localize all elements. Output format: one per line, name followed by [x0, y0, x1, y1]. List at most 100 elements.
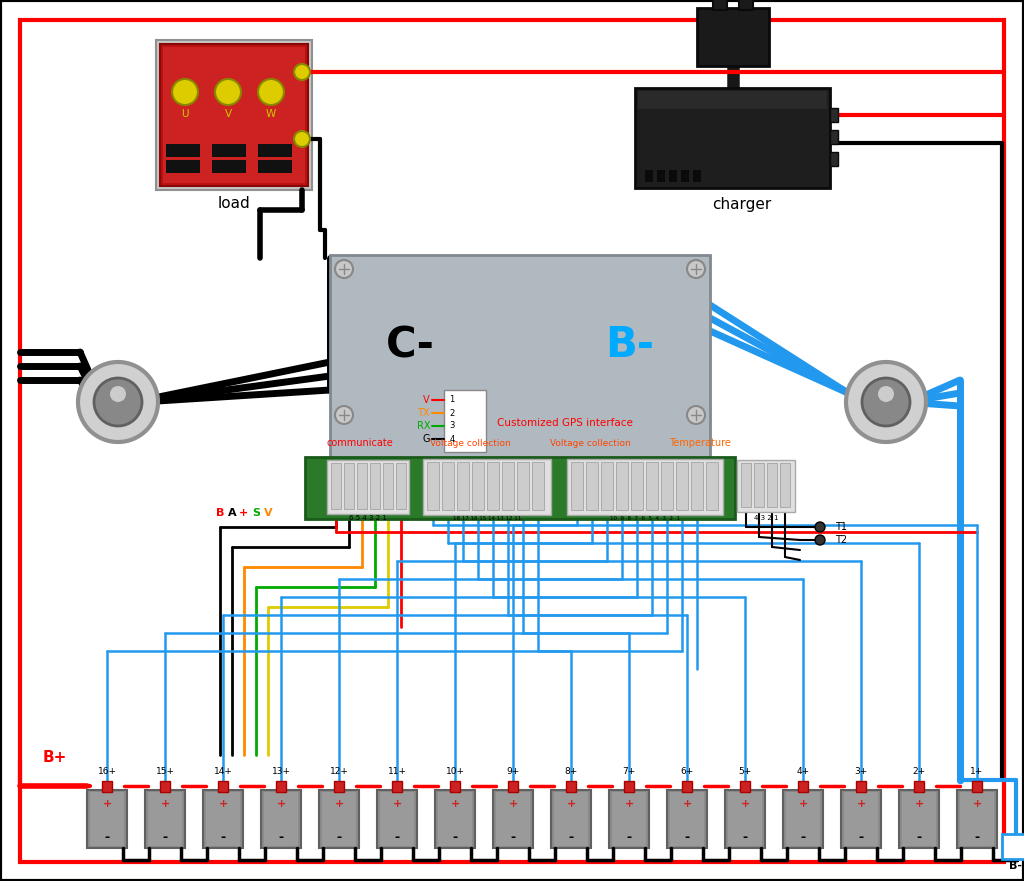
- Bar: [830, 108, 838, 122]
- Text: +: +: [335, 799, 344, 809]
- Text: B-: B-: [605, 324, 654, 366]
- Text: T1: T1: [835, 522, 847, 532]
- Text: V: V: [423, 395, 430, 405]
- Bar: [566, 781, 575, 792]
- Text: +: +: [451, 799, 460, 809]
- Text: RX: RX: [417, 421, 430, 431]
- Bar: [638, 91, 827, 109]
- Bar: [662, 462, 673, 510]
- Bar: [609, 790, 649, 848]
- Text: 9+: 9+: [507, 767, 519, 776]
- Text: -: -: [279, 832, 284, 845]
- Bar: [166, 144, 200, 157]
- Bar: [691, 462, 703, 510]
- Bar: [166, 160, 200, 173]
- Bar: [532, 462, 544, 510]
- Bar: [160, 781, 170, 792]
- Text: 10+: 10+: [445, 767, 465, 776]
- Bar: [258, 144, 292, 157]
- Bar: [212, 160, 246, 173]
- Bar: [493, 790, 534, 848]
- Text: -: -: [801, 832, 806, 845]
- Text: TX: TX: [418, 408, 430, 418]
- Bar: [697, 8, 769, 66]
- Circle shape: [294, 64, 310, 80]
- Bar: [264, 792, 298, 846]
- Text: -: -: [163, 832, 168, 845]
- Circle shape: [687, 260, 705, 278]
- Text: V: V: [264, 508, 272, 518]
- Text: 6 5 4 3 2 1: 6 5 4 3 2 1: [349, 515, 387, 521]
- Bar: [392, 781, 402, 792]
- Text: B-: B-: [1010, 861, 1023, 871]
- Bar: [682, 781, 692, 792]
- Text: +: +: [914, 799, 924, 809]
- Text: Voltage collection: Voltage collection: [430, 439, 510, 448]
- Bar: [90, 792, 124, 846]
- Text: 7+: 7+: [623, 767, 636, 776]
- Bar: [305, 457, 735, 519]
- Bar: [450, 781, 460, 792]
- Text: 1+: 1+: [971, 767, 984, 776]
- Text: G: G: [423, 434, 430, 444]
- Bar: [442, 462, 454, 510]
- Circle shape: [846, 362, 926, 442]
- Bar: [713, 0, 727, 10]
- Text: 16+: 16+: [97, 767, 117, 776]
- Bar: [319, 790, 359, 848]
- Text: 15+: 15+: [156, 767, 174, 776]
- Bar: [383, 463, 393, 509]
- Text: +: +: [218, 799, 227, 809]
- Circle shape: [815, 522, 825, 532]
- Text: +: +: [740, 799, 750, 809]
- Bar: [435, 790, 475, 848]
- Text: -: -: [394, 832, 399, 845]
- Circle shape: [258, 79, 284, 105]
- Text: load: load: [218, 196, 251, 211]
- Bar: [754, 463, 764, 507]
- Bar: [899, 790, 939, 848]
- Bar: [737, 460, 795, 512]
- Text: 8+: 8+: [564, 767, 578, 776]
- Text: B: B: [216, 508, 224, 518]
- Text: 11+: 11+: [387, 767, 407, 776]
- Text: -: -: [742, 832, 748, 845]
- Bar: [669, 170, 677, 182]
- Bar: [616, 462, 628, 510]
- Text: +: +: [392, 799, 401, 809]
- Bar: [330, 255, 710, 465]
- Text: 5+: 5+: [738, 767, 752, 776]
- Bar: [203, 790, 243, 848]
- Bar: [646, 462, 658, 510]
- Bar: [344, 463, 354, 509]
- Text: 4: 4: [450, 434, 455, 443]
- Text: -: -: [858, 832, 863, 845]
- Text: +: +: [682, 799, 691, 809]
- Text: T2: T2: [835, 535, 847, 545]
- Text: S: S: [252, 508, 260, 518]
- Text: C-: C-: [386, 324, 434, 366]
- Bar: [377, 790, 417, 848]
- Bar: [706, 462, 718, 510]
- Bar: [725, 790, 765, 848]
- Text: +: +: [161, 799, 170, 809]
- Text: 2+: 2+: [912, 767, 926, 776]
- Text: U: U: [181, 109, 188, 119]
- Text: B+: B+: [43, 751, 68, 766]
- Bar: [423, 459, 551, 515]
- Bar: [1002, 834, 1024, 859]
- Text: -: -: [975, 832, 980, 845]
- Bar: [830, 152, 838, 166]
- Bar: [276, 781, 286, 792]
- Circle shape: [78, 362, 158, 442]
- Text: Voltage collection: Voltage collection: [550, 439, 631, 448]
- Text: +: +: [240, 508, 249, 518]
- Circle shape: [110, 386, 126, 402]
- Bar: [334, 781, 344, 792]
- Bar: [444, 390, 486, 452]
- Bar: [357, 463, 367, 509]
- Bar: [145, 790, 185, 848]
- Bar: [322, 792, 356, 846]
- Circle shape: [878, 386, 894, 402]
- Bar: [206, 792, 240, 846]
